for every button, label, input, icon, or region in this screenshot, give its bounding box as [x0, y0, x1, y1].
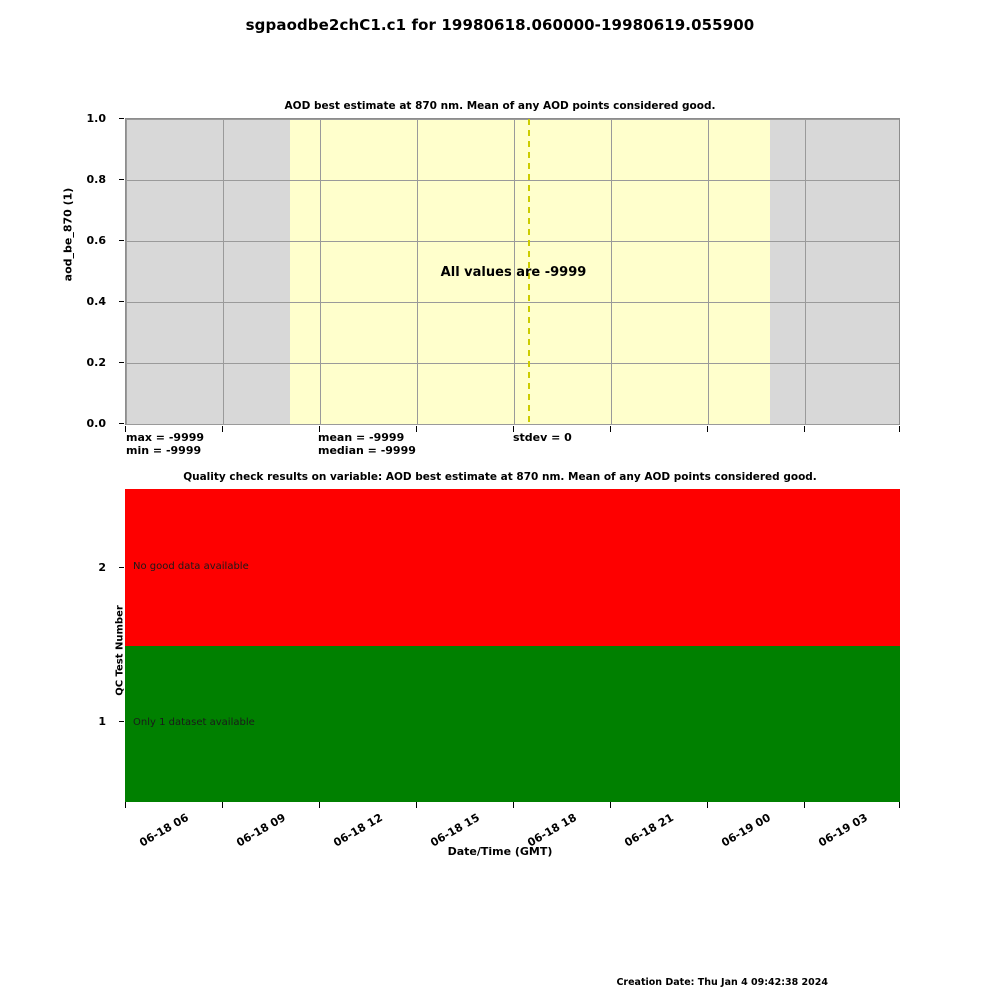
aod-ytick-mark-0_2	[119, 362, 124, 363]
aod-xtick-mark-1	[222, 426, 223, 432]
aod-xtick-mark-0	[125, 426, 126, 432]
aod-xtick-mark-5	[610, 426, 611, 432]
aod-no-data-annotation: All values are -9999	[440, 265, 587, 280]
qc-ytick-label-2: 2	[98, 561, 106, 574]
qc-xtick-mark-3	[416, 802, 417, 808]
qc-xtick-label-2: 06-18 12	[331, 811, 385, 850]
qc-ytick-mark-1	[119, 721, 124, 722]
qc-plot-area: No good data available Only 1 dataset av…	[125, 489, 900, 802]
aod-ytick-label-0_0: 0.0	[86, 417, 107, 430]
aod-ytick-mark-0_6	[119, 240, 124, 241]
aod-ytick-mark-0_0	[119, 423, 124, 424]
stat-mean: mean = -9999	[318, 431, 405, 444]
qc-xtick-mark-1	[222, 802, 223, 808]
aod-ytick-mark-1_0	[119, 118, 124, 119]
aod-gridline-x-2	[320, 119, 321, 424]
aod-ytick-label-0_6: 0.6	[86, 234, 107, 247]
aod-plot-area: All values are -9999	[125, 118, 900, 425]
aod-gridline-x-1	[223, 119, 224, 424]
aod-xtick-mark-8	[899, 426, 900, 432]
aod-xtick-mark-3	[416, 426, 417, 432]
aod-ytick-mark-0_4	[119, 301, 124, 302]
aod-gridline-y-1_0	[126, 119, 899, 120]
qc-xtick-mark-7	[804, 802, 805, 808]
stat-stdev: stdev = 0	[513, 431, 572, 444]
aod-gridline-y-0_0	[126, 424, 899, 425]
aod-gridline-x-4	[514, 119, 515, 424]
aod-xtick-mark-2	[319, 426, 320, 432]
qc-band-test-1: Only 1 dataset available	[125, 646, 900, 802]
qc-xtick-mark-2	[319, 802, 320, 808]
aod-xtick-mark-7	[804, 426, 805, 432]
aod-gridline-x-6	[708, 119, 709, 424]
stat-median: median = -9999	[318, 444, 416, 457]
aod-gridline-x-5	[611, 119, 612, 424]
aod-ytick-label-0_8: 0.8	[86, 173, 107, 186]
qc-xtick-label-0: 06-18 06	[137, 811, 191, 850]
aod-ytick-label-1_0: 1.0	[86, 112, 107, 125]
qc-plot-title: Quality check results on variable: AOD b…	[183, 471, 817, 483]
aod-gridline-x-0	[126, 119, 127, 424]
qc-band-test-2: No good data available	[125, 489, 900, 646]
qc-ytick-label-1: 1	[98, 715, 106, 728]
aod-ytick-mark-0_8	[119, 179, 124, 180]
aod-marker-dashed-line	[528, 119, 530, 424]
page-title: sgpaodbe2chC1.c1 for 19980618.060000-199…	[245, 16, 755, 34]
qc-xtick-mark-0	[125, 802, 126, 808]
aod-plot-title: AOD best estimate at 870 nm. Mean of any…	[284, 100, 716, 112]
aod-y-axis-label: aod_be_870 (1)	[61, 187, 75, 282]
aod-xtick-mark-4	[513, 426, 514, 432]
qc-xtick-mark-5	[610, 802, 611, 808]
aod-gridline-y-0_6	[126, 241, 899, 242]
qc-xtick-label-3: 06-18 15	[428, 811, 482, 850]
qc-xtick-mark-6	[707, 802, 708, 808]
qc-band-label-test-2: No good data available	[133, 561, 249, 572]
stat-min: min = -9999	[126, 444, 202, 457]
aod-gridline-x-7	[805, 119, 806, 424]
aod-gridline-x-3	[417, 119, 418, 424]
qc-ytick-mark-2	[119, 567, 124, 568]
qc-y-axis-label: QC Test Number	[114, 605, 126, 696]
qc-band-label-test-1: Only 1 dataset available	[133, 717, 255, 728]
qc-xtick-label-4: 06-18 18	[525, 811, 579, 850]
aod-ytick-label-0_4: 0.4	[86, 295, 107, 308]
aod-xtick-mark-6	[707, 426, 708, 432]
qc-xtick-label-6: 06-19 00	[719, 811, 773, 850]
qc-xtick-label-7: 06-19 03	[816, 811, 870, 850]
aod-gridline-y-0_4	[126, 302, 899, 303]
aod-gridline-y-0_2	[126, 363, 899, 364]
aod-ytick-label-0_2: 0.2	[86, 356, 107, 369]
aod-highlight-band	[290, 119, 770, 424]
stat-max: max = -9999	[126, 431, 205, 444]
qc-xtick-label-1: 06-18 09	[234, 811, 288, 850]
qc-xtick-mark-8	[899, 802, 900, 808]
qc-xtick-mark-4	[513, 802, 514, 808]
x-axis-label: Date/Time (GMT)	[447, 845, 553, 858]
creation-date-footer: Creation Date: Thu Jan 4 09:42:38 2024	[616, 977, 828, 988]
qc-xtick-label-5: 06-18 21	[622, 811, 676, 850]
aod-gridline-y-0_8	[126, 180, 899, 181]
